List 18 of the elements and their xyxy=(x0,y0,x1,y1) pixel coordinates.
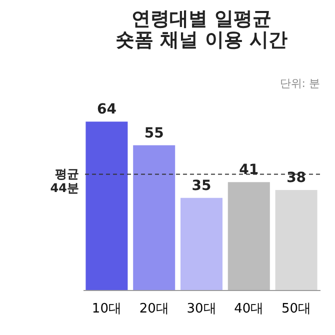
bar xyxy=(275,190,318,290)
chart-title: 연령대별 일평균 숏폼 채널 이용 시간 xyxy=(116,8,288,51)
x-tick-label: 40대 xyxy=(234,302,264,316)
bar xyxy=(86,122,128,290)
text: 단위: 분 xyxy=(280,77,320,90)
data-label: 64 xyxy=(96,102,117,118)
x-tick-label: 30대 xyxy=(186,302,216,316)
bar xyxy=(133,145,176,290)
x-tick-label: 50대 xyxy=(282,302,312,316)
data-label: 38 xyxy=(286,170,306,186)
bar xyxy=(228,182,270,290)
data-label: 35 xyxy=(192,178,212,194)
x-tick-label: 10대 xyxy=(92,302,122,316)
bar xyxy=(180,198,222,290)
x-tick-label: 20대 xyxy=(139,302,169,316)
data-label: 41 xyxy=(239,162,259,178)
data-label: 55 xyxy=(144,125,164,142)
ref-line-label: 평균 44분 xyxy=(50,167,79,196)
